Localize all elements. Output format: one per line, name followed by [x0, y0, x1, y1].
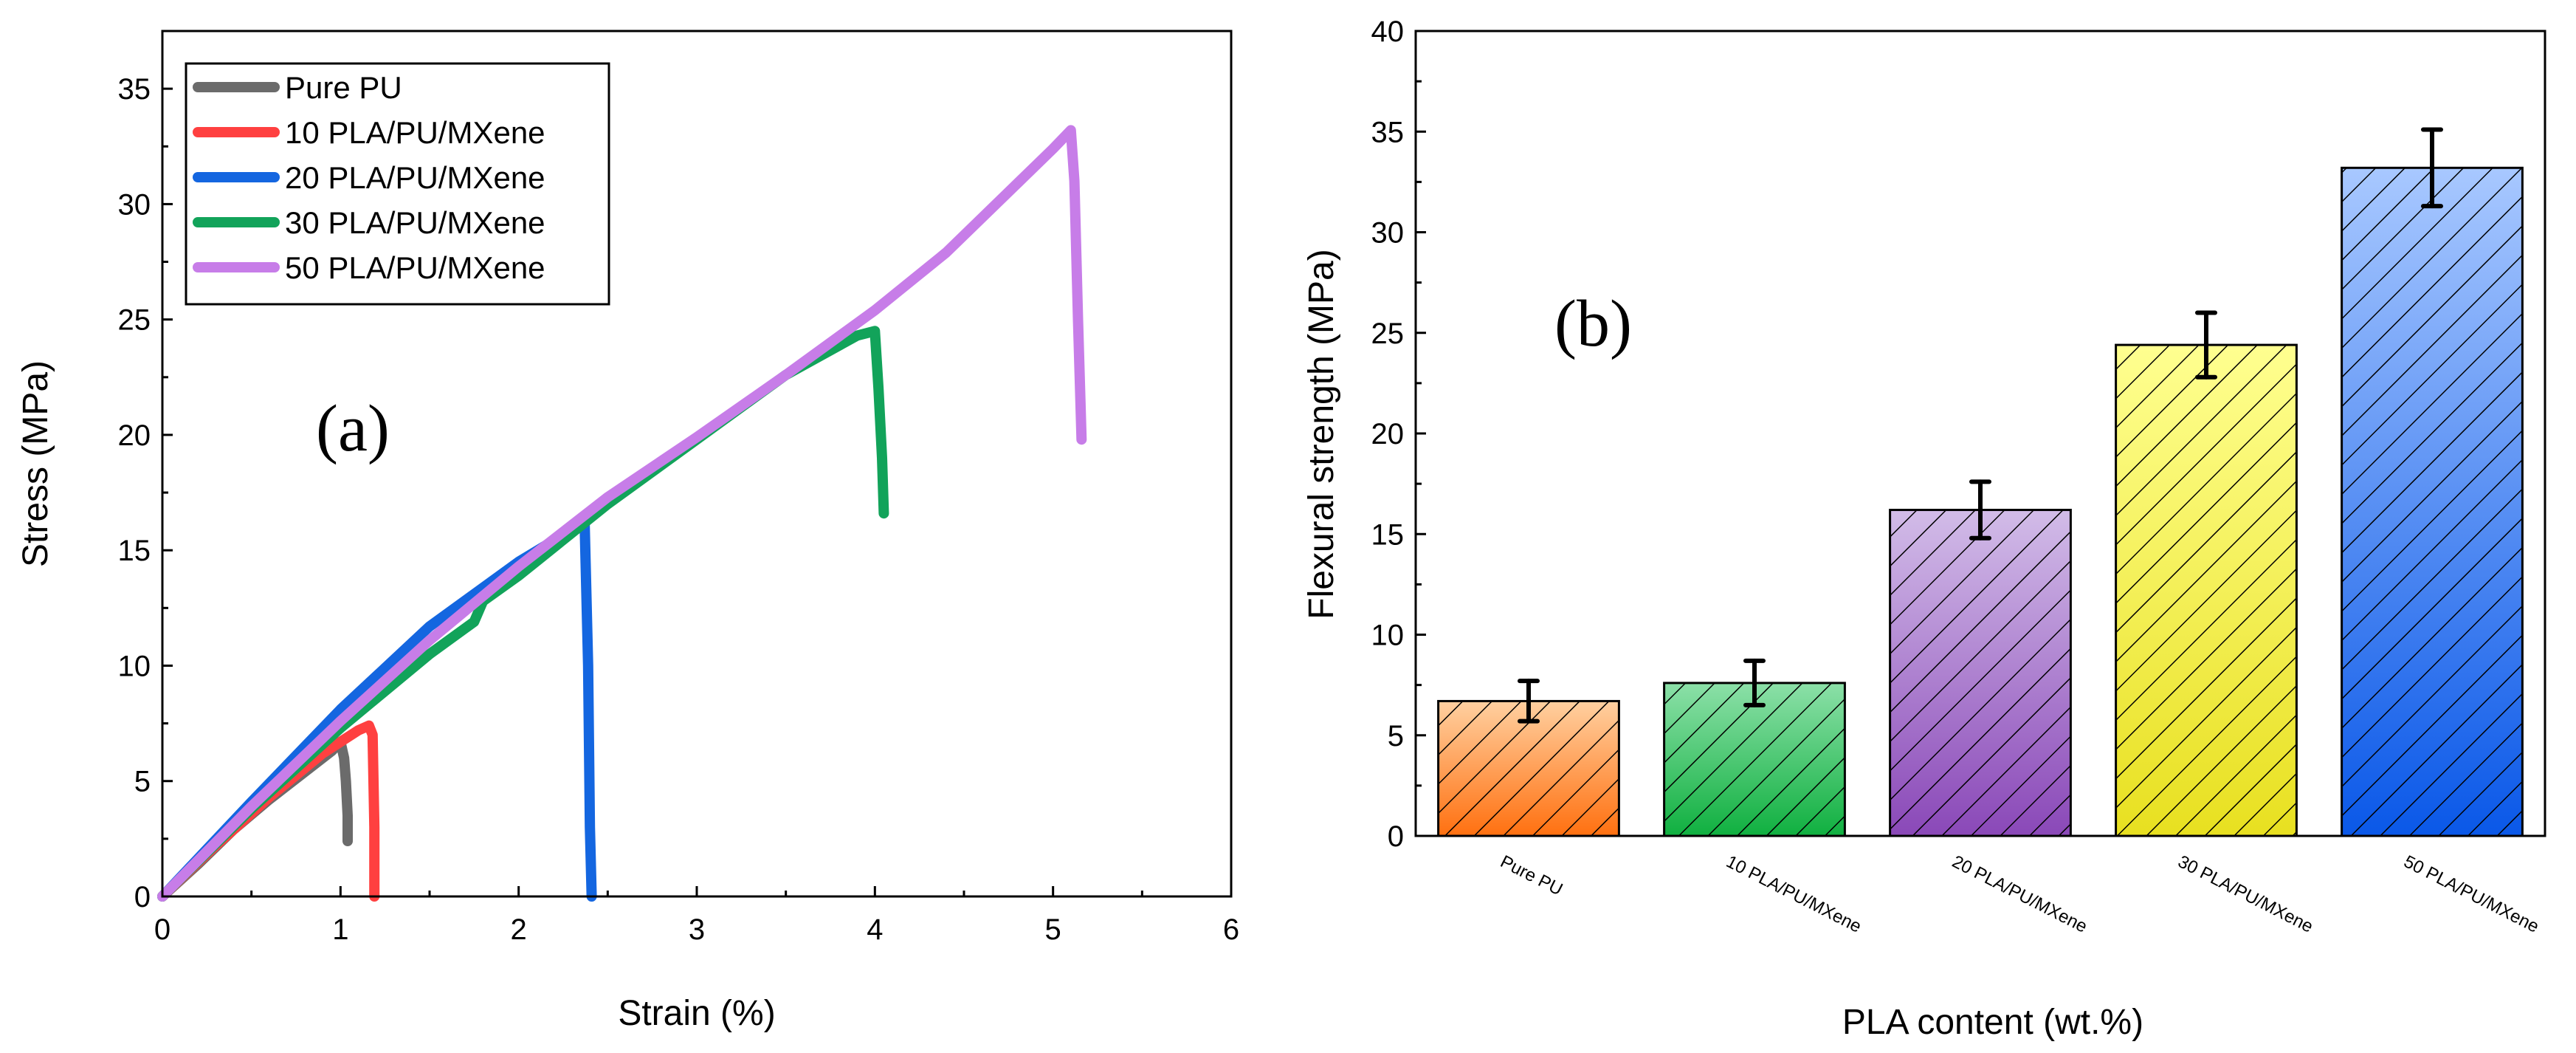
- b-bar-hatch: [1664, 682, 1845, 836]
- a-legend-label: 30 PLA/PU/MXene: [285, 205, 545, 240]
- a-panel-label: (a): [316, 392, 390, 465]
- a-xtick-label: 0: [154, 913, 171, 946]
- b-category-label: 20 PLA/PU/MXene: [1949, 851, 2090, 937]
- b-bar-hatch: [1438, 701, 1619, 836]
- a-xtick-label: 6: [1223, 913, 1239, 946]
- b-panel-label: (b): [1554, 287, 1632, 360]
- b-category-label: 10 PLA/PU/MXene: [1723, 851, 1864, 937]
- a-ytick-label: 25: [118, 304, 151, 337]
- a-ytick-label: 10: [118, 650, 151, 682]
- a-xtick-label: 2: [511, 913, 527, 946]
- stress-strain-chart: 0 1 2 3 4 5 6 0 5 10 15 20 25 30 35 Strain (%) Stress …: [16, 30, 1239, 1033]
- b-plot-frame: [1414, 30, 2546, 837]
- b-ytick-label: 10: [1371, 620, 1405, 652]
- a-ytick-label: 20: [118, 419, 151, 452]
- b-bars-group: [1437, 127, 2524, 837]
- b-ytick-label: 5: [1388, 720, 1404, 752]
- a-plot-frame: [161, 30, 1233, 898]
- a-legend-label: 20 PLA/PU/MXene: [285, 160, 545, 195]
- a-ylabel: Stress (MPa): [16, 360, 55, 567]
- a-ytick-label: 35: [118, 73, 151, 106]
- b-ytick-label: 35: [1371, 116, 1405, 148]
- a-legend-label: Pure PU: [285, 70, 402, 105]
- a-series-line: [157, 326, 889, 902]
- b-bar-hatch: [2341, 168, 2523, 837]
- b-ylabel: Flexural strength (MPa): [1302, 249, 1341, 620]
- a-ytick-label: 30: [118, 188, 151, 221]
- a-xlabel: Strain (%): [618, 994, 775, 1033]
- b-ytick-label: 0: [1388, 820, 1404, 853]
- a-xtick-label: 5: [1045, 913, 1061, 946]
- b-ytick-label: 40: [1371, 16, 1405, 48]
- a-ytick-label: 5: [134, 766, 151, 798]
- b-bar-hatch: [2115, 345, 2297, 837]
- b-bar-hatch: [1890, 510, 2071, 836]
- b-ytick-label: 15: [1371, 518, 1405, 551]
- b-category-label: 50 PLA/PU/MXene: [2400, 851, 2542, 937]
- b-category-label: Pure PU: [1497, 851, 1566, 899]
- a-xtick-label: 1: [332, 913, 348, 946]
- a-legend: Pure PU 10 PLA/PU/MXene 20 PLA/PU/MXene 30 …: [185, 62, 610, 306]
- a-ytick-label: 0: [134, 881, 151, 913]
- b-category-label: 30 PLA/PU/MXene: [2174, 851, 2316, 937]
- a-series-line: [157, 125, 1087, 902]
- a-ytick-label: 15: [118, 535, 151, 567]
- b-ytick-label: 25: [1371, 318, 1405, 350]
- a-xtick-label: 4: [867, 913, 883, 946]
- a-legend-label: 50 PLA/PU/MXene: [285, 250, 545, 285]
- flexural-strength-chart: 0 5 10 15 20 25 30 35 40 Pure PU 10 PLA/PU/MXene 20…: [1302, 16, 2546, 1042]
- b-ytick-label: 30: [1371, 217, 1405, 250]
- b-xlabel: PLA content (wt.%): [1842, 1003, 2143, 1042]
- b-ytick-label: 20: [1371, 418, 1405, 450]
- a-series-group: [157, 125, 1087, 902]
- a-legend-label: 10 PLA/PU/MXene: [285, 115, 545, 150]
- a-xtick-label: 3: [689, 913, 705, 946]
